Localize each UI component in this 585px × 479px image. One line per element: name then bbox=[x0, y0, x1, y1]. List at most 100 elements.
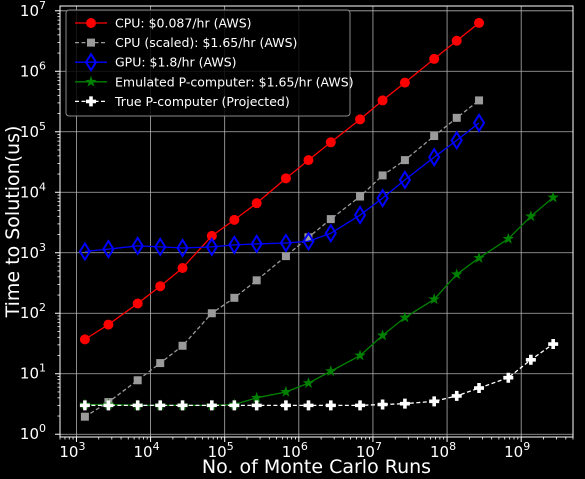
y-axis-label: Time to Solution(us) bbox=[2, 126, 24, 319]
series-1 bbox=[79, 17, 485, 345]
y-tick-label: 103 bbox=[20, 241, 46, 262]
x-tick-base: 10 bbox=[59, 443, 78, 461]
data-point bbox=[132, 400, 143, 411]
series-5 bbox=[79, 339, 559, 411]
data-point bbox=[450, 130, 463, 151]
y-tick-label: 106 bbox=[20, 59, 46, 80]
y-tick-label: 101 bbox=[20, 362, 46, 383]
data-point bbox=[325, 137, 336, 148]
series-3 bbox=[78, 113, 486, 262]
legend-marker bbox=[85, 75, 97, 87]
data-point bbox=[304, 233, 313, 242]
x-tick-base: 10 bbox=[134, 443, 153, 461]
data-point bbox=[503, 372, 514, 383]
data-point bbox=[102, 239, 115, 259]
y-tick-label: 102 bbox=[20, 301, 46, 322]
legend-entry: Emulated P-computer: $1.65/hr (AWS) bbox=[75, 74, 354, 89]
x-tick-exponent: 5 bbox=[227, 440, 234, 453]
data-point bbox=[354, 349, 366, 361]
data-point bbox=[230, 293, 239, 302]
data-point bbox=[250, 391, 263, 403]
x-tick-label: 109 bbox=[504, 440, 530, 461]
x-tick-exponent: 7 bbox=[375, 440, 382, 453]
data-point bbox=[79, 334, 90, 345]
x-tick-label: 108 bbox=[430, 440, 456, 461]
x-tick-exponent: 9 bbox=[523, 440, 530, 453]
data-point bbox=[155, 281, 166, 292]
data-point bbox=[280, 400, 291, 411]
x-tick-base: 10 bbox=[430, 443, 449, 461]
data-point bbox=[502, 232, 514, 244]
data-point bbox=[252, 276, 261, 285]
x-tick-label: 105 bbox=[208, 440, 234, 461]
legend-marker bbox=[87, 38, 95, 47]
data-point bbox=[302, 231, 315, 252]
data-point bbox=[376, 329, 389, 341]
y-tick-base: 10 bbox=[20, 62, 39, 80]
data-point bbox=[398, 170, 412, 190]
y-tick-base: 10 bbox=[20, 425, 39, 443]
legend-entry: True P-computer (Projected) bbox=[75, 94, 290, 109]
data-point bbox=[78, 241, 92, 262]
y-tick-label: 100 bbox=[20, 422, 46, 443]
data-point bbox=[427, 147, 441, 168]
data-point bbox=[177, 400, 188, 411]
series-line bbox=[84, 99, 480, 418]
legend-marker bbox=[84, 52, 98, 73]
data-point bbox=[376, 188, 389, 209]
data-point bbox=[428, 293, 440, 305]
y-tick-base: 10 bbox=[20, 304, 39, 322]
data-point bbox=[473, 251, 485, 263]
legend-box bbox=[65, 9, 351, 117]
legend-label: GPU: $1.8/hr (AWS) bbox=[115, 55, 237, 70]
series-layer bbox=[78, 17, 559, 421]
legend: CPU: $0.087/hr (AWS) CPU (scaled): $1.65/… bbox=[65, 9, 354, 117]
data-point bbox=[324, 223, 337, 244]
data-point bbox=[280, 385, 292, 397]
x-tick-base: 10 bbox=[356, 443, 375, 461]
data-point bbox=[178, 341, 187, 350]
data-point bbox=[229, 214, 240, 225]
y-tick-exponent: 7 bbox=[39, 0, 46, 12]
data-point bbox=[303, 400, 314, 411]
data-point bbox=[303, 155, 314, 166]
data-point bbox=[325, 400, 336, 411]
legend-label: CPU (scaled): $1.65/hr (AWS) bbox=[115, 35, 297, 50]
data-point bbox=[177, 262, 188, 273]
y-tick-base: 10 bbox=[20, 123, 39, 141]
data-point bbox=[251, 400, 262, 411]
x-tick-exponent: 4 bbox=[153, 440, 160, 453]
x-tick-base: 10 bbox=[282, 443, 301, 461]
data-point bbox=[281, 252, 290, 261]
data-point bbox=[156, 359, 165, 368]
legend-marker bbox=[86, 96, 96, 107]
legend-entry: CPU (scaled): $1.65/hr (AWS) bbox=[75, 35, 297, 50]
y-tick-base: 10 bbox=[20, 244, 39, 262]
data-point bbox=[451, 390, 462, 401]
data-point bbox=[451, 268, 463, 280]
legend-entry: GPU: $1.8/hr (AWS) bbox=[75, 52, 237, 73]
data-point bbox=[430, 132, 439, 141]
y-tick-label: 104 bbox=[20, 180, 46, 201]
legend-label: Emulated P-computer: $1.65/hr (AWS) bbox=[115, 74, 354, 89]
data-point bbox=[326, 215, 335, 224]
axes-frame bbox=[59, 5, 574, 438]
data-point bbox=[205, 237, 218, 257]
y-tick-exponent: 5 bbox=[39, 120, 46, 133]
data-point bbox=[131, 235, 144, 256]
data-point bbox=[399, 311, 411, 323]
data-point bbox=[355, 400, 366, 411]
legend-marker bbox=[86, 18, 96, 28]
data-point bbox=[355, 114, 366, 125]
data-point bbox=[80, 412, 89, 421]
legend-entry: CPU: $0.087/hr (AWS) bbox=[75, 16, 252, 31]
legend-label: CPU: $0.087/hr (AWS) bbox=[115, 16, 252, 31]
data-point bbox=[399, 398, 410, 409]
x-tick-base: 10 bbox=[208, 443, 227, 461]
y-tick-exponent: 4 bbox=[39, 180, 46, 193]
data-point bbox=[206, 400, 217, 411]
data-point bbox=[547, 191, 559, 203]
data-point bbox=[132, 298, 143, 309]
